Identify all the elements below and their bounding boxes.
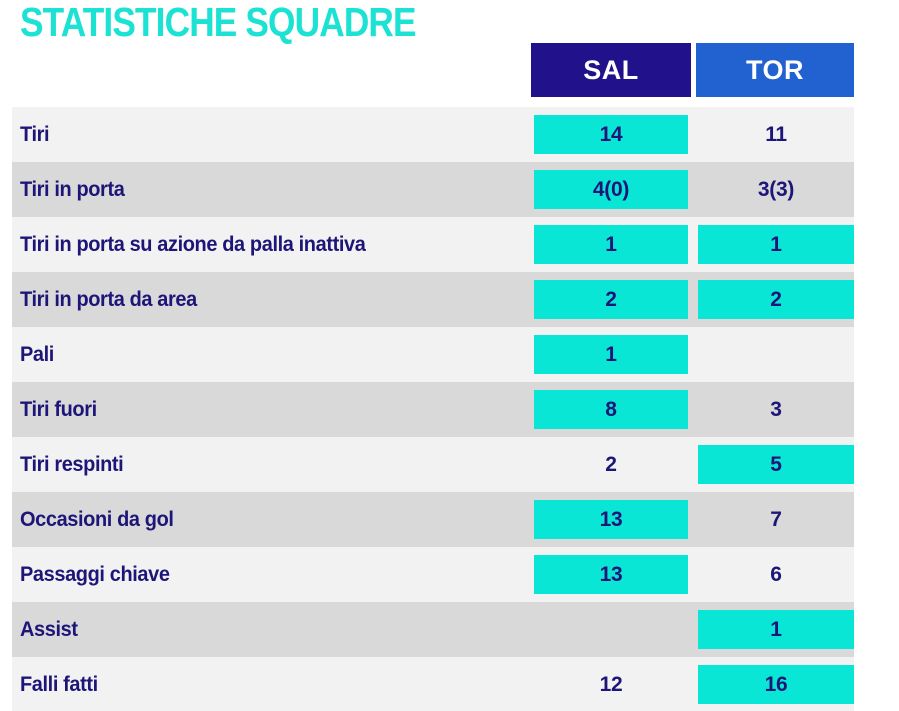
- stat-label: Tiri respinti: [20, 452, 124, 476]
- stat-value-sal: [534, 610, 688, 649]
- table-row: Tiri 14 11: [12, 107, 854, 162]
- stat-value-tor: 7: [770, 508, 782, 531]
- stat-label: Pali: [20, 342, 54, 366]
- stat-value-sal: 12: [599, 673, 623, 696]
- stat-value-tor: 2: [698, 280, 854, 319]
- stat-label: Tiri in porta: [20, 177, 125, 201]
- table-row: Tiri respinti 2 5: [12, 437, 854, 492]
- stat-value-tor: 3(3): [757, 178, 795, 201]
- stat-value-sal: 8: [534, 390, 688, 429]
- stat-label: Occasioni da gol: [20, 507, 174, 531]
- stat-label: Tiri: [20, 122, 50, 146]
- table-row: Occasioni da gol 13 7: [12, 492, 854, 547]
- stat-label: Tiri in porta da area: [20, 287, 197, 311]
- stat-value-sal: 2: [534, 280, 688, 319]
- table-row: Tiri in porta 4(0) 3(3): [12, 162, 854, 217]
- team-header-sal: SAL: [531, 43, 691, 97]
- table-row: Tiri in porta da area 2 2: [12, 272, 854, 327]
- stat-value-tor: 16: [698, 665, 854, 704]
- table-row: Falli fatti 12 16: [12, 657, 854, 711]
- stats-table: Tiri 14 11 Tiri in porta 4(0) 3(3) Tiri …: [12, 107, 854, 711]
- stat-value-sal: 1: [534, 335, 688, 374]
- stat-value-sal: 1: [534, 225, 688, 264]
- table-row: Tiri in porta su azione da palla inattiv…: [12, 217, 854, 272]
- page-title: STATISTICHE SQUADRE: [20, 0, 417, 45]
- stat-value-tor: 1: [698, 225, 854, 264]
- team-header-tor: TOR: [696, 43, 854, 97]
- stat-label: Tiri fuori: [20, 397, 97, 421]
- stat-value-sal: 4(0): [534, 170, 688, 209]
- stat-value-sal: 14: [534, 115, 688, 154]
- stat-label: Assist: [20, 617, 78, 641]
- table-row: Passaggi chiave 13 6: [12, 547, 854, 602]
- stat-value-tor: 6: [770, 563, 782, 586]
- table-row: Assist 1: [12, 602, 854, 657]
- stat-label: Falli fatti: [20, 672, 98, 696]
- stat-label: Passaggi chiave: [20, 562, 170, 586]
- stat-value-sal: 13: [534, 500, 688, 539]
- stat-value-sal: 13: [534, 555, 688, 594]
- stat-value-tor: 11: [765, 123, 787, 146]
- stat-value-tor: 1: [698, 610, 854, 649]
- stat-label: Tiri in porta su azione da palla inattiv…: [20, 232, 366, 256]
- table-row: Pali 1: [12, 327, 854, 382]
- stat-value-tor: 3: [770, 398, 782, 421]
- table-row: Tiri fuori 8 3: [12, 382, 854, 437]
- stat-value-sal: 2: [605, 453, 617, 476]
- stat-value-tor: 5: [698, 445, 854, 484]
- stat-value-tor: [698, 335, 854, 374]
